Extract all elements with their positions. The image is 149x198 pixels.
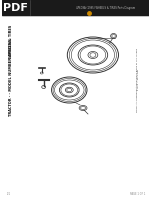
- Text: 1/1: 1/1: [6, 192, 10, 196]
- Text: NOTE: All component dimensions given in U.S. inches
1 inch = 25.4 MM: NOTE: All component dimensions given in …: [137, 48, 139, 112]
- Text: PAGE 1 OF 1: PAGE 1 OF 1: [130, 192, 145, 196]
- Text: 4P6D9A (1995) WHEELS & TIRES Parts Diagram: 4P6D9A (1995) WHEELS & TIRES Parts Diagr…: [76, 6, 135, 10]
- Text: TRACTOR - - MODEL NUMBER 4P6D9A: TRACTOR - - MODEL NUMBER 4P6D9A: [9, 40, 13, 116]
- Text: WHEELS & TIRES: WHEELS & TIRES: [9, 24, 13, 58]
- Bar: [2, 0, 149, 15]
- Text: PDF: PDF: [3, 3, 28, 12]
